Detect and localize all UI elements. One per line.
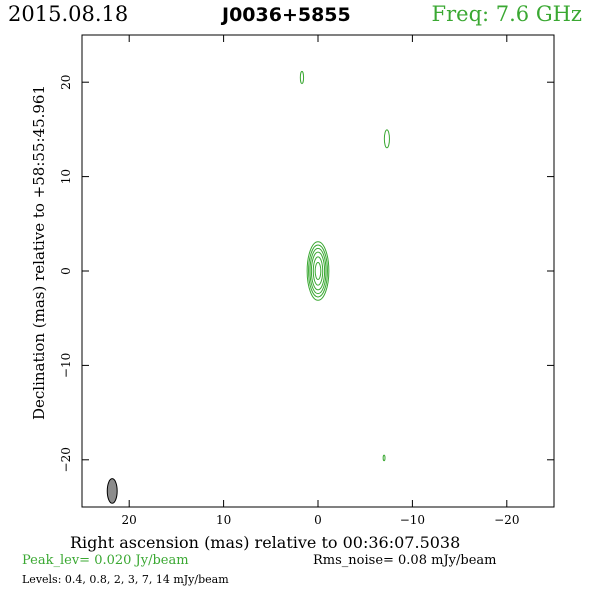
contour-levels: Levels: 0.4, 0.8, 2, 3, 7, 14 mJy/beam (22, 573, 229, 586)
contour-line (310, 251, 326, 291)
contour-line (306, 241, 330, 301)
y-tick-label: 10 (59, 169, 73, 184)
y-tick-label: −10 (59, 353, 73, 378)
rms-noise: Rms_noise= 0.08 mJy/beam (313, 553, 497, 568)
x-tick-label: 20 (122, 513, 137, 527)
contour-layer (106, 70, 390, 504)
x-tick-label: 0 (314, 513, 322, 527)
component-feature-3 (382, 454, 386, 462)
x-tick-label: −10 (400, 513, 425, 527)
component-feature-2 (383, 129, 390, 149)
source-name: J0036+5855 (222, 4, 351, 26)
component-core (306, 241, 330, 301)
contour-line (382, 454, 386, 462)
contour-line (314, 262, 322, 280)
y-tick-label: 0 (59, 267, 73, 275)
x-tick-label: 10 (216, 513, 231, 527)
contour-line (383, 129, 390, 149)
contour-line (312, 256, 324, 286)
y-tick-label: 20 (59, 75, 73, 90)
date-label: 2015.08.18 (8, 2, 129, 26)
component-feature-1 (299, 70, 305, 85)
x-axis-label: Right ascension (mas) relative to 00:36:… (70, 533, 461, 552)
y-axis-label: Declination (mas) relative to +58:55:45.… (30, 84, 48, 420)
contour-line (299, 70, 305, 85)
frequency-label: Freq: 7.6 GHz (431, 2, 582, 26)
contour-line (309, 247, 327, 295)
contour-line (308, 244, 328, 298)
beam-ellipse (106, 478, 118, 504)
y-tick-label: −20 (59, 447, 73, 472)
x-tick-label: −20 (494, 513, 519, 527)
axis-ticks: 20 10 0 −10 −20 20 10 0 −10 −20 (59, 35, 554, 527)
plot-frame (81, 34, 555, 508)
peak-level: Peak_lev= 0.020 Jy/beam (22, 553, 189, 568)
